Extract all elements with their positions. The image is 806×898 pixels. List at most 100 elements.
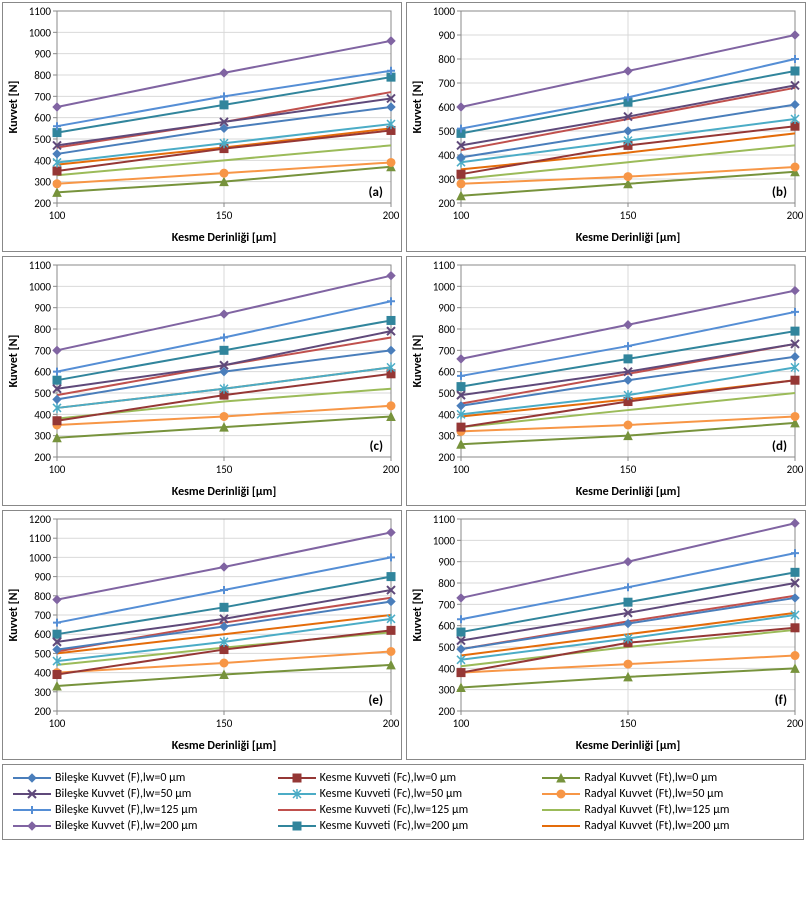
y-tick-label: 1000 <box>29 280 52 293</box>
chart-svg: 2003004005006007008009001000110010015020… <box>3 3 401 251</box>
y-tick-label: 300 <box>34 430 51 443</box>
chart-panel-b: 2003004005006007008009001000100150200(b)… <box>406 2 806 252</box>
x-axis-title: Kesme Derinliği [µm] <box>576 739 681 753</box>
y-tick-label: 1200 <box>29 513 52 526</box>
legend-label: Kesme Kuvveti (Fc),lw=200 µm <box>320 819 469 833</box>
y-tick-label: 300 <box>34 176 51 189</box>
legend-swatch <box>278 803 316 817</box>
chart-svg: 2003004005006007008009001000110012001001… <box>3 511 401 759</box>
y-tick-label: 300 <box>34 686 51 699</box>
y-tick-label: 800 <box>34 69 51 82</box>
y-tick-label: 1000 <box>433 5 456 18</box>
x-tick-label: 150 <box>216 717 233 730</box>
x-axis-title: Kesme Derinliği [µm] <box>576 485 681 499</box>
legend-item: Bileşke Kuvvet (F),lw=0 µm <box>13 771 264 785</box>
y-tick-label: 400 <box>438 662 455 675</box>
y-tick-label: 800 <box>438 323 455 336</box>
legend-swatch <box>542 771 580 785</box>
y-tick-label: 500 <box>34 387 51 400</box>
legend-swatch <box>542 803 580 817</box>
y-tick-label: 900 <box>34 571 51 584</box>
y-tick-label: 600 <box>34 366 51 379</box>
x-tick-label: 200 <box>383 209 400 222</box>
y-tick-label: 900 <box>438 556 455 569</box>
y-tick-label: 800 <box>438 577 455 590</box>
chart-panel-c: 2003004005006007008009001000110010015020… <box>2 256 402 506</box>
y-tick-label: 800 <box>34 323 51 336</box>
legend-item: Radyal Kuvvet (Ft),lw=0 µm <box>542 771 793 785</box>
chart-grid: 200 300 400 500 600 700 800 900 1000 1100 100 150 20… <box>0 0 806 762</box>
legend: Bileşke Kuvvet (F),lw=0 µm Kesme Kuvveti… <box>2 764 804 840</box>
y-tick-label: 1100 <box>29 259 52 272</box>
x-tick-label: 150 <box>216 463 233 476</box>
legend-label: Radyal Kuvvet (Ft),lw=125 µm <box>584 803 729 817</box>
y-tick-label: 400 <box>34 667 51 680</box>
y-tick-label: 400 <box>438 408 455 421</box>
panel-label: (e) <box>368 693 383 708</box>
x-axis-title: Kesme Derinliği [µm] <box>576 231 681 245</box>
x-tick-label: 150 <box>620 717 637 730</box>
y-tick-label: 300 <box>438 173 455 186</box>
legend-grid: Bileşke Kuvvet (F),lw=0 µm Kesme Kuvveti… <box>13 771 793 833</box>
legend-swatch <box>13 771 51 785</box>
legend-item: Bileşke Kuvvet (F),lw=50 µm <box>13 787 264 801</box>
y-tick-label: 800 <box>34 590 51 603</box>
legend-label: Bileşke Kuvvet (F),lw=125 µm <box>55 803 197 817</box>
x-tick-label: 100 <box>453 209 470 222</box>
x-tick-label: 200 <box>787 209 804 222</box>
x-tick-label: 100 <box>49 717 66 730</box>
chart-svg: 2003004005006007008009001000110010015020… <box>3 257 401 505</box>
legend-swatch <box>13 787 51 801</box>
chart-svg: 2003004005006007008009001000110010015020… <box>407 257 805 505</box>
chart-panel-d: 2003004005006007008009001000110010015020… <box>406 256 806 506</box>
x-tick-label: 150 <box>620 463 637 476</box>
legend-label: Radyal Kuvvet (Ft),lw=50 µm <box>584 787 723 801</box>
y-tick-label: 300 <box>438 430 455 443</box>
y-tick-label: 700 <box>438 598 455 611</box>
x-tick-label: 100 <box>49 209 66 222</box>
y-tick-label: 900 <box>438 29 455 42</box>
legend-label: Kesme Kuvveti (Fc),lw=125 µm <box>320 803 469 817</box>
legend-label: Bileşke Kuvvet (F),lw=0 µm <box>55 771 185 785</box>
y-tick-label: 1100 <box>29 5 52 18</box>
legend-swatch <box>278 787 316 801</box>
chart-panel-a: 2003004005006007008009001000110010015020… <box>2 2 402 252</box>
y-tick-label: 1000 <box>433 534 456 547</box>
y-tick-label: 1000 <box>29 551 52 564</box>
panel-label: (d) <box>772 439 787 454</box>
x-tick-label: 100 <box>49 463 66 476</box>
y-tick-label: 600 <box>34 628 51 641</box>
y-axis-title: Kuvvet [N] <box>7 335 21 388</box>
y-tick-label: 1100 <box>29 532 52 545</box>
chart-panel-f: 2003004005006007008009001000110010015020… <box>406 510 806 760</box>
y-tick-label: 900 <box>438 302 455 315</box>
legend-item: Radyal Kuvvet (Ft),lw=125 µm <box>542 803 793 817</box>
legend-item: Bileşke Kuvvet (F),lw=200 µm <box>13 819 264 833</box>
legend-item: Kesme Kuvveti (Fc),lw=0 µm <box>278 771 529 785</box>
y-axis-title: Kuvvet [N] <box>411 335 425 388</box>
y-tick-label: 600 <box>438 101 455 114</box>
y-tick-label: 500 <box>438 387 455 400</box>
y-tick-label: 600 <box>34 112 51 125</box>
chart-svg: 2003004005006007008009001000110010015020… <box>407 511 805 759</box>
legend-label: Radyal Kuvvet (Ft),lw=200 µm <box>584 819 729 833</box>
x-tick-label: 200 <box>787 717 804 730</box>
legend-label: Bileşke Kuvvet (F),lw=50 µm <box>55 787 191 801</box>
panel-label: (b) <box>772 185 787 200</box>
y-tick-label: 300 <box>438 684 455 697</box>
panel-label: (a) <box>368 185 383 200</box>
y-tick-label: 700 <box>34 609 51 622</box>
y-tick-label: 1000 <box>29 26 52 39</box>
legend-item: Radyal Kuvvet (Ft),lw=200 µm <box>542 819 793 833</box>
legend-swatch <box>542 787 580 801</box>
y-tick-label: 400 <box>438 149 455 162</box>
y-axis-title: Kuvvet [N] <box>411 81 425 134</box>
y-tick-label: 600 <box>438 620 455 633</box>
legend-label: Kesme Kuvveti (Fc),lw=50 µm <box>320 787 462 801</box>
y-axis-title: Kuvvet [N] <box>411 589 425 642</box>
legend-swatch <box>542 819 580 833</box>
y-tick-label: 700 <box>34 90 51 103</box>
panel-label: (c) <box>369 439 383 454</box>
x-tick-label: 200 <box>383 463 400 476</box>
legend-swatch <box>278 819 316 833</box>
